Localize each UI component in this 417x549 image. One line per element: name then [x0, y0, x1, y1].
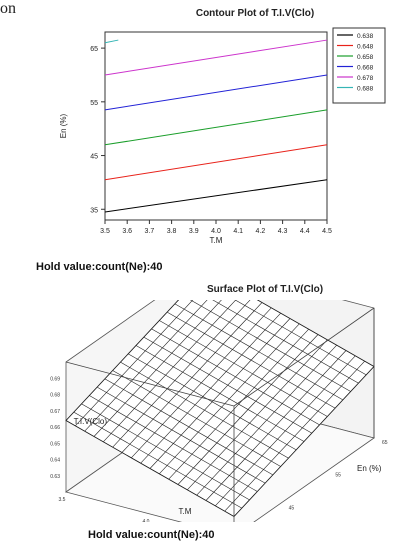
surface-grid-line — [233, 366, 375, 517]
z-axis-label: T.I.V(Clo) — [74, 417, 108, 426]
x-tick-label: 4.5 — [322, 228, 332, 235]
z-tick-label: 0.69 — [50, 376, 60, 382]
x-tick-label: 4.2 — [256, 228, 266, 235]
x-tick-label: 4.4 — [300, 228, 310, 235]
x-tick-label: 3.8 — [167, 228, 177, 235]
surface-grid-line — [215, 355, 356, 507]
surface-box-edge — [233, 307, 375, 407]
legend-label-0.678: 0.678 — [357, 75, 374, 82]
x-tick-label: 3.5 — [59, 497, 66, 503]
page-fragment-text: on — [0, 0, 16, 17]
x-tick-label: 3.6 — [122, 228, 132, 235]
surface-plot: 0.630.640.650.660.670.680.693.54.04.5354… — [50, 300, 388, 522]
surface-box-edge — [65, 361, 235, 407]
contour-line-0.648 — [104, 144, 328, 181]
y-tick-label: 55 — [335, 473, 341, 479]
z-tick-label: 0.65 — [50, 441, 60, 447]
y-axis-label: En (%) — [59, 113, 68, 138]
surface-grid-line — [224, 360, 365, 512]
y-tick-label: 45 — [90, 154, 98, 161]
surface-grid-line — [212, 300, 359, 384]
surface-title: Surface Plot of T.I.V(Clo) — [206, 284, 324, 295]
surface-grid-line — [189, 300, 351, 392]
surface-grid-line — [234, 300, 367, 376]
x-axis-label: T.M — [179, 507, 192, 516]
legend-label-0.668: 0.668 — [357, 65, 374, 72]
x-tick-label: 4.1 — [233, 228, 243, 235]
contour-plot-area — [104, 31, 328, 221]
y-tick-label: 65 — [382, 440, 388, 446]
x-tick-label: 4.0 — [211, 228, 221, 235]
y-tick-label: 65 — [90, 46, 98, 53]
y-tick-label: 55 — [90, 100, 98, 107]
x-tick-label: 4.0 — [143, 519, 150, 522]
contour-plot: 35 45 55 65 3.5 3.6 3.7 3.8 3.9 4.0 4.1 4.2 4.3 4.4 4.… — [59, 27, 386, 245]
legend-label-0.658: 0.658 — [357, 54, 374, 61]
x-tick-label: 3.7 — [145, 228, 155, 235]
contour-line-0.658 — [104, 109, 328, 146]
contour-line-0.668 — [104, 74, 328, 111]
contour-hold-value: Hold value:count(Ne):40 — [36, 261, 163, 273]
surface-grid-line — [257, 300, 375, 367]
contour-legend-box — [332, 27, 386, 104]
x-tick-label: 4.3 — [278, 228, 288, 235]
legend-label-0.688: 0.688 — [357, 86, 374, 93]
contour-title: Contour Plot of T.I.V(Clo) — [195, 8, 315, 19]
z-tick-label: 0.66 — [50, 425, 60, 431]
contour-line-0.678 — [104, 39, 328, 76]
z-tick-label: 0.64 — [50, 458, 60, 464]
surface-hold-value: Hold value:count(Ne):40 — [88, 529, 215, 541]
x-tick-label: 3.5 — [100, 228, 110, 235]
z-tick-label: 0.68 — [50, 393, 60, 399]
y-tick-label: 45 — [289, 505, 295, 511]
x-tick-label: 3.9 — [189, 228, 199, 235]
contour-line-0.638 — [104, 179, 328, 213]
contour-line-0.688 — [104, 39, 119, 44]
z-tick-label: 0.63 — [50, 474, 60, 480]
z-tick-label: 0.67 — [50, 409, 60, 415]
x-axis-label: T.M — [210, 236, 223, 245]
legend-label-0.648: 0.648 — [357, 44, 374, 51]
legend-label-0.638: 0.638 — [357, 33, 374, 40]
y-tick-label: 35 — [90, 207, 98, 214]
y-axis-label: En (%) — [357, 464, 382, 473]
